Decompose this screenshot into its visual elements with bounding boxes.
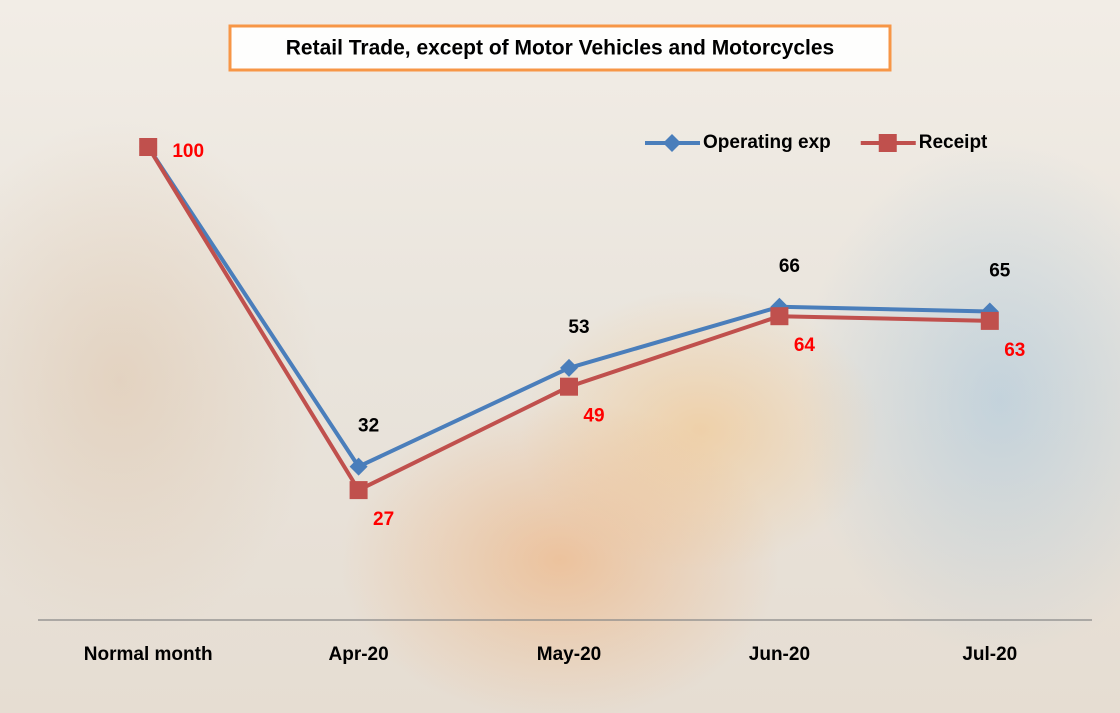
x-tick-label: May-20	[537, 644, 601, 665]
data-label: 66	[779, 256, 800, 277]
point	[350, 481, 368, 499]
x-tick-label: Normal month	[84, 644, 213, 665]
data-label: 32	[358, 416, 379, 437]
page: Retail Trade, except of Motor Vehicles a…	[0, 0, 1120, 713]
series-line	[148, 147, 990, 467]
data-label: 100	[172, 141, 204, 162]
point	[663, 134, 681, 152]
point	[560, 378, 578, 396]
point	[770, 307, 788, 325]
point	[139, 138, 157, 156]
data-label: 53	[568, 317, 589, 338]
chart-title: Retail Trade, except of Motor Vehicles a…	[286, 37, 835, 60]
x-tick-label: Apr-20	[329, 644, 389, 665]
point	[879, 134, 897, 152]
data-label: 63	[1004, 340, 1025, 361]
point	[981, 312, 999, 330]
chart: Retail Trade, except of Motor Vehicles a…	[0, 0, 1120, 713]
data-label: 64	[794, 335, 816, 356]
point	[560, 359, 578, 377]
data-label: 27	[373, 509, 394, 530]
legend-label: Receipt	[919, 132, 988, 153]
legend-label: Operating exp	[703, 132, 831, 153]
x-tick-label: Jul-20	[962, 644, 1017, 665]
x-tick-label: Jun-20	[749, 644, 810, 665]
data-label: 65	[989, 261, 1011, 282]
data-label: 49	[583, 406, 604, 427]
